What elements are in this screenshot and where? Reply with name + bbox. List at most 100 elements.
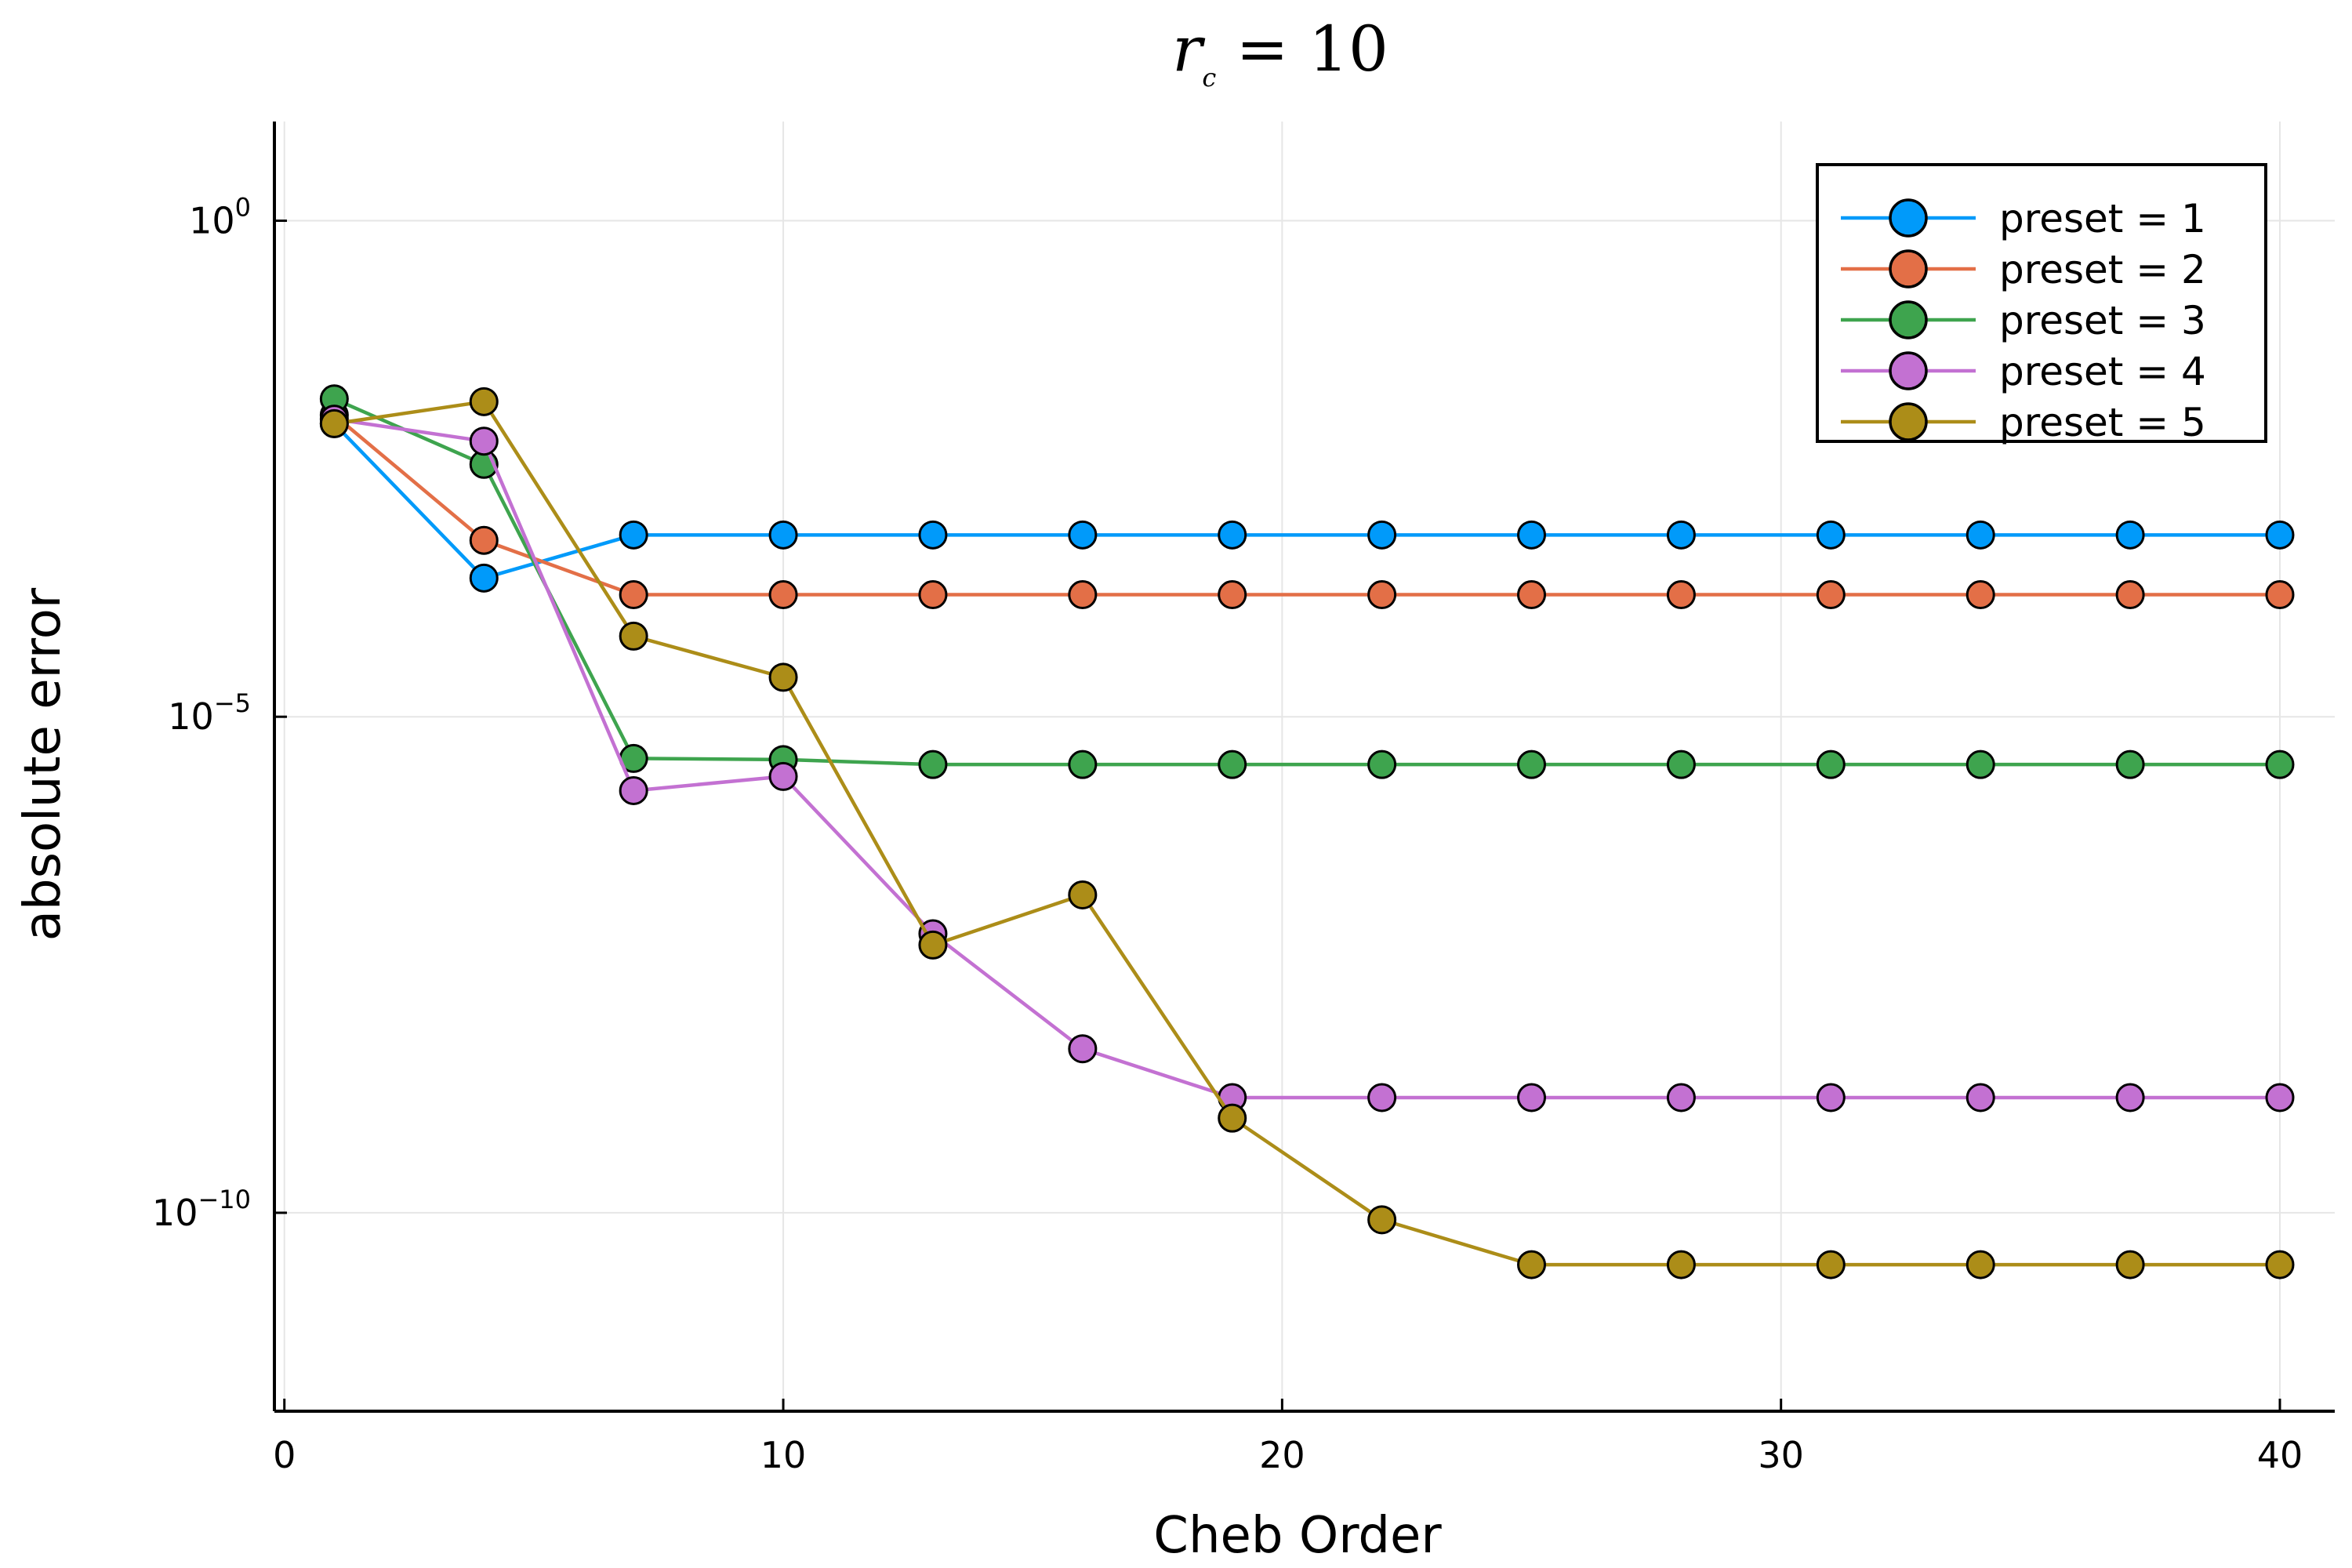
data-point — [1965, 580, 1995, 610]
data-point — [1666, 580, 1696, 610]
data-point — [619, 775, 648, 805]
data-point — [918, 930, 948, 960]
data-point — [768, 662, 798, 692]
y-tick-exponent: 0 — [235, 193, 251, 223]
data-point — [1367, 1083, 1397, 1112]
legend-label: preset = 1 — [1999, 196, 2206, 241]
data-point — [2265, 580, 2295, 610]
series-group — [319, 384, 2295, 1279]
data-point — [619, 520, 648, 550]
data-point — [768, 520, 798, 550]
data-point — [1068, 880, 1098, 909]
data-point — [469, 563, 499, 593]
data-point — [1965, 750, 1995, 779]
data-point — [1965, 520, 1995, 550]
chart-title-subscript: c — [1202, 63, 1216, 93]
data-point — [1517, 1250, 1547, 1279]
x-tick-label: 10 — [760, 1434, 807, 1476]
data-point — [1218, 750, 1247, 779]
data-point — [2115, 1250, 2145, 1279]
data-point — [2115, 1083, 2145, 1112]
data-point — [2265, 1083, 2295, 1112]
data-point — [1666, 520, 1696, 550]
data-point — [768, 761, 798, 791]
y-tick-exponent: −10 — [198, 1185, 251, 1214]
data-point — [1517, 1083, 1547, 1112]
legend-item: preset = 2 — [1841, 247, 2206, 292]
legend-item: preset = 5 — [1841, 400, 2206, 445]
legend-item: preset = 4 — [1841, 349, 2206, 394]
data-point — [2115, 580, 2145, 610]
x-tick-label: 20 — [1259, 1434, 1305, 1476]
data-point — [918, 520, 948, 550]
series-2 — [319, 400, 2295, 610]
data-point — [469, 525, 499, 555]
data-point — [319, 408, 349, 438]
chart-title: rc = 10 — [1172, 13, 1388, 93]
x-tick-label: 30 — [1758, 1434, 1804, 1476]
data-point — [2265, 750, 2295, 779]
legend-marker — [1889, 198, 1928, 238]
y-tick-base: 10 — [168, 695, 214, 738]
x-tick-label: 40 — [2257, 1434, 2303, 1476]
data-point — [1816, 1250, 1846, 1279]
data-point — [1218, 580, 1247, 610]
data-point — [1517, 580, 1547, 610]
legend-marker — [1889, 249, 1928, 289]
x-tick-label: 0 — [273, 1434, 296, 1476]
legend-marker — [1889, 351, 1928, 390]
data-point — [1218, 520, 1247, 550]
data-point — [2115, 750, 2145, 779]
series-line — [332, 413, 2281, 597]
data-point — [918, 750, 948, 779]
legend-marker — [1889, 402, 1928, 441]
legend-label: preset = 4 — [1999, 349, 2206, 394]
data-point — [619, 621, 648, 651]
data-point — [1816, 1083, 1846, 1112]
data-point — [1367, 520, 1397, 550]
y-tick-label: 100 — [189, 193, 251, 242]
series-3 — [319, 384, 2295, 779]
data-point — [1367, 1205, 1397, 1235]
data-point — [1068, 520, 1098, 550]
y-tick-exponent: −5 — [214, 688, 251, 718]
chart-title-rest: = 10 — [1216, 13, 1388, 85]
data-point — [768, 580, 798, 610]
legend-marker — [1889, 300, 1928, 339]
legend-item: preset = 3 — [1841, 298, 2206, 343]
data-point — [1517, 520, 1547, 550]
data-point — [1666, 1250, 1696, 1279]
y-tick-label: 10−5 — [168, 688, 251, 738]
data-point — [2265, 1250, 2295, 1279]
axes — [273, 122, 2335, 1413]
legend-label: preset = 2 — [1999, 247, 2206, 292]
y-tick-base: 10 — [152, 1192, 198, 1234]
legend-label: preset = 5 — [1999, 400, 2206, 445]
legend-item: preset = 1 — [1841, 196, 2206, 241]
data-point — [918, 580, 948, 610]
x-axis-label: Cheb Order — [1153, 1507, 1442, 1565]
data-point — [1367, 580, 1397, 610]
data-point — [619, 580, 648, 610]
data-point — [1965, 1083, 1995, 1112]
data-point — [1965, 1250, 1995, 1279]
data-point — [1816, 580, 1846, 610]
chart-title-main: r — [1172, 13, 1206, 85]
data-point — [469, 387, 499, 416]
series-line — [334, 400, 2281, 1267]
data-point — [1068, 1034, 1098, 1064]
y-axis-label: absolute error — [14, 587, 72, 941]
series-line — [333, 397, 2281, 767]
data-point — [1367, 750, 1397, 779]
data-point — [1068, 750, 1098, 779]
series-line — [332, 422, 2281, 580]
series-5 — [319, 387, 2295, 1279]
data-point — [1816, 520, 1846, 550]
legend-label: preset = 3 — [1999, 298, 2206, 343]
data-point — [1068, 580, 1098, 610]
data-point — [1666, 1083, 1696, 1112]
data-point — [1517, 750, 1547, 779]
data-point — [1816, 750, 1846, 779]
